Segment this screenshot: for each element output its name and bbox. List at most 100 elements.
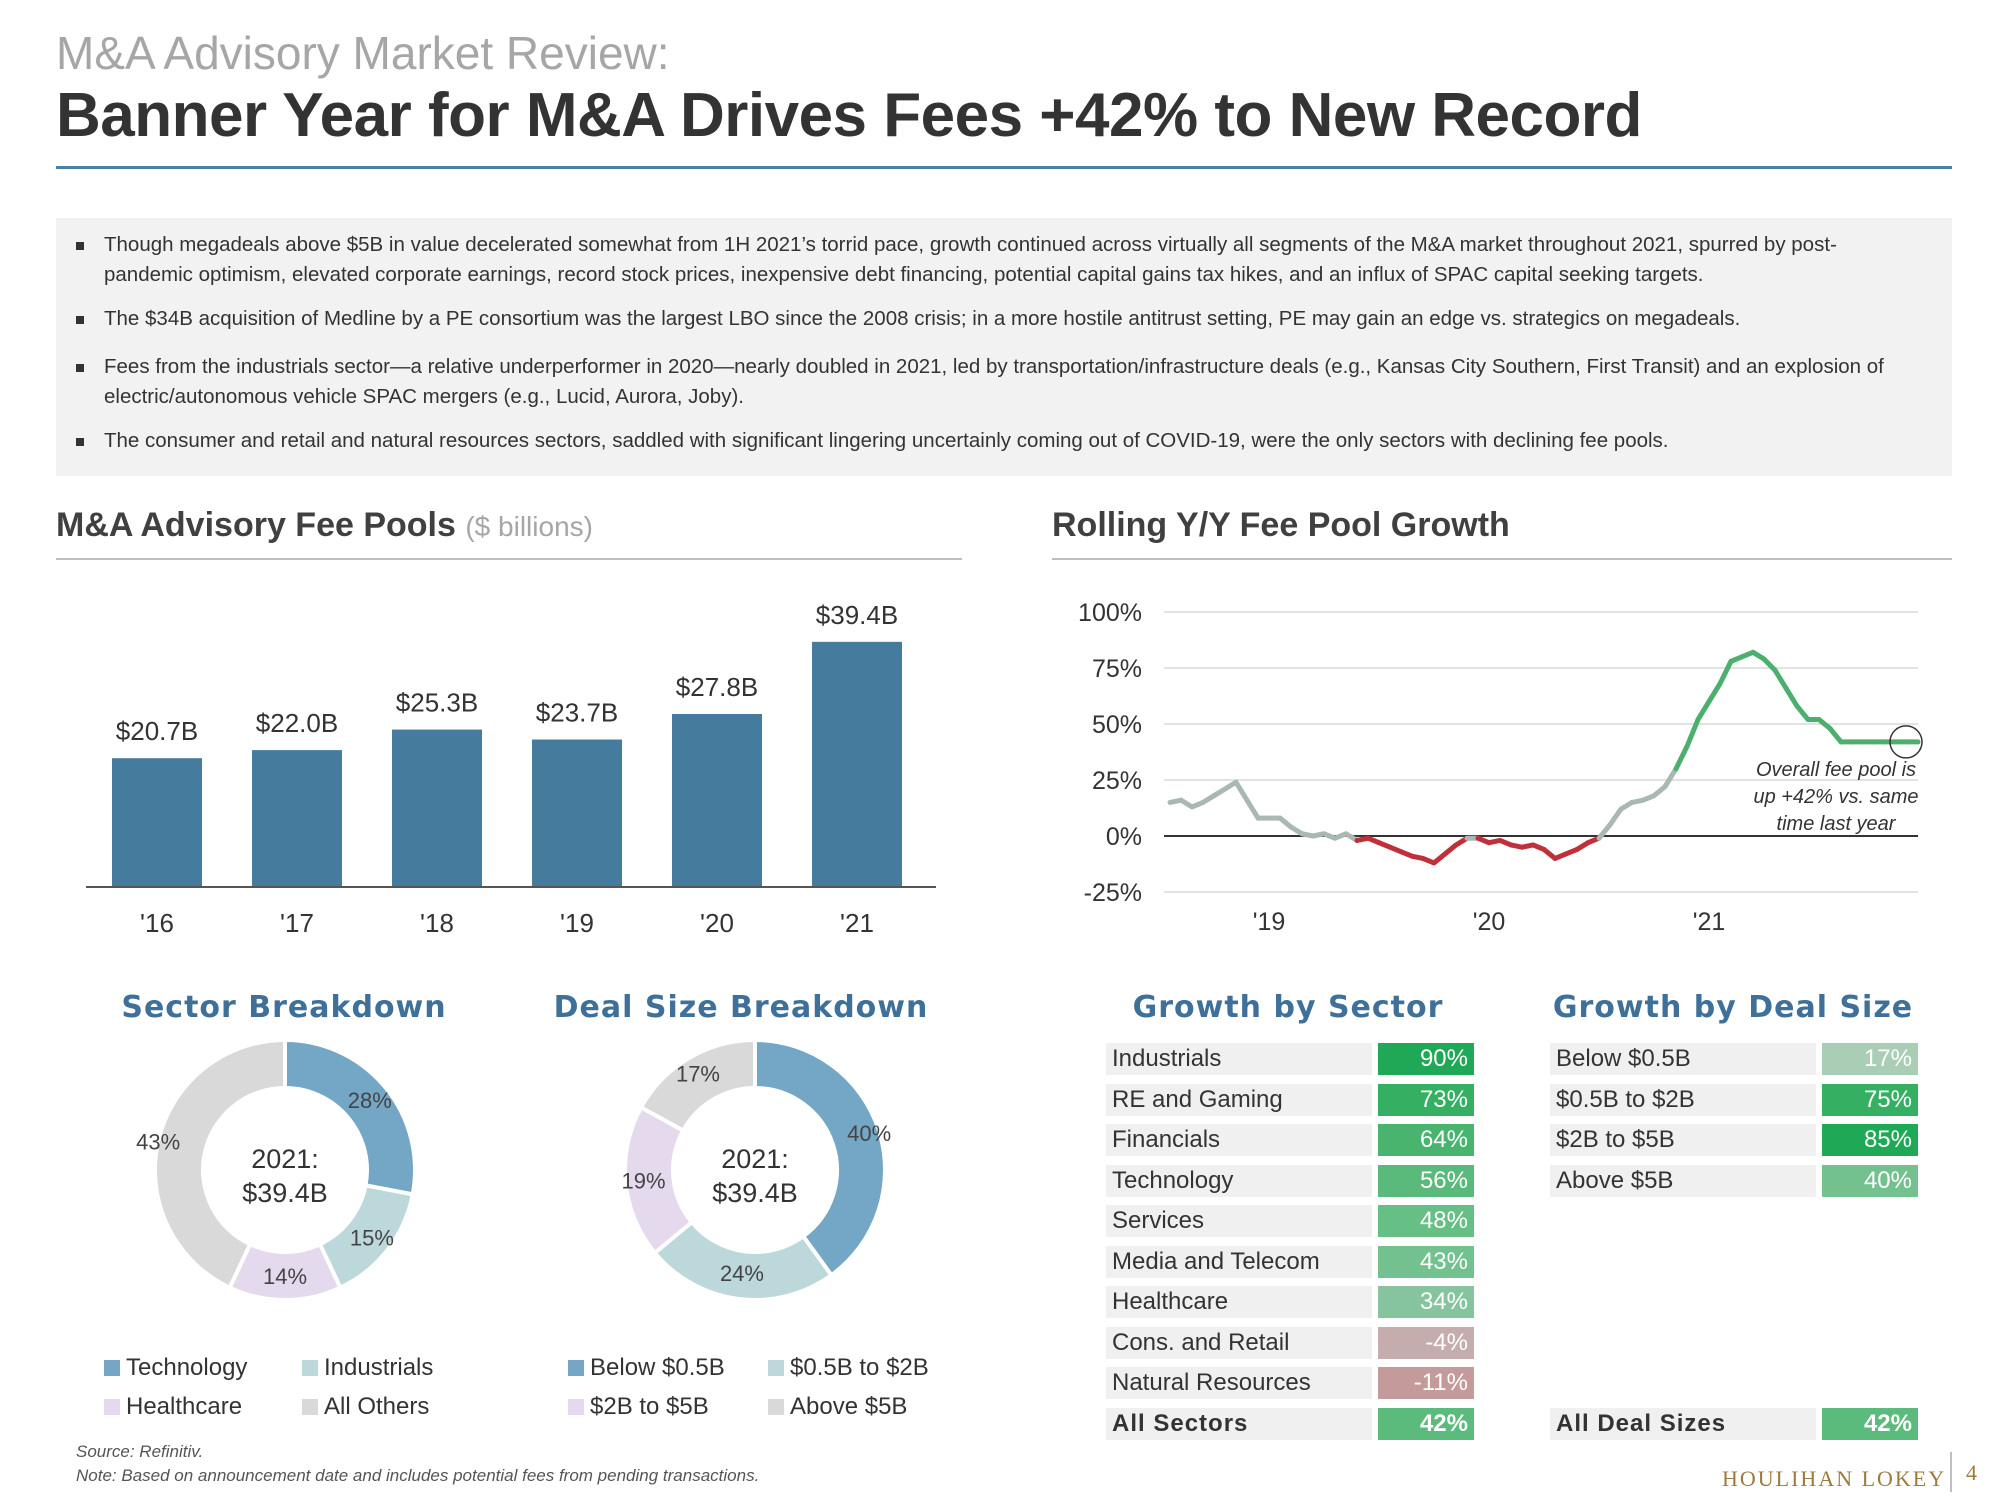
series-segment	[1233, 779, 1250, 803]
bullet-square-icon	[76, 438, 84, 446]
row-label: Industrials	[1106, 1043, 1372, 1075]
source-note: Source: Refinitiv. Note: Based on announ…	[76, 1440, 759, 1488]
bar	[252, 750, 342, 887]
y-tick-label: 50%	[1092, 711, 1142, 739]
donut-center-label: 2021:	[251, 1144, 319, 1174]
table-row: Industrials 90%	[1106, 1043, 1474, 1075]
commentary-box: Though megadeals above $5B in value dece…	[56, 218, 1952, 476]
row-value: -4%	[1378, 1326, 1474, 1359]
y-tick-label: 75%	[1092, 655, 1142, 683]
table-row: Financials 64%	[1106, 1124, 1474, 1156]
growth-by-deal-size-table: Below $0.5B 17% $0.5B to $2B 75% $2B to $5B 8…	[1550, 1043, 1918, 1443]
series-segment	[1772, 667, 1789, 691]
bullet-text: The $34B acquisition of Medline by a PE …	[104, 307, 1741, 330]
legend-swatch	[302, 1360, 318, 1376]
legend-item-industrials: Industrials	[302, 1353, 433, 1383]
row-value: 85%	[1822, 1124, 1918, 1156]
bullet-square-icon	[76, 316, 84, 324]
legend-swatch	[568, 1360, 584, 1376]
sector-donut-chart: 28% 15% 14% 43% 2021: $39.4B	[136, 1037, 417, 1302]
series-segment	[1695, 699, 1712, 723]
legend-label: $2B to $5B	[590, 1393, 709, 1420]
fee-pools-bar-chart: $20.7B '16 $22.0B '17 $25.3B '18 $23.7B '19 $27.…	[86, 600, 936, 938]
row-value: 48%	[1378, 1205, 1474, 1237]
row-value: 64%	[1378, 1124, 1474, 1156]
row-value: 73%	[1378, 1083, 1474, 1116]
row-label: Services	[1106, 1205, 1372, 1237]
y-tick-label: 25%	[1092, 767, 1142, 795]
growth-heading: Rolling Y/Y Fee Pool Growth	[1052, 506, 1510, 544]
legend-label: Technology	[126, 1354, 248, 1381]
deal-size-donut-chart: 40% 24% 19% 17% 2021: $39.4B	[621, 1037, 891, 1302]
legend-label: Above $5B	[790, 1393, 908, 1420]
row-label: Technology	[1106, 1164, 1372, 1197]
series-segment	[1794, 703, 1811, 723]
bullet-item: The $34B acquisition of Medline by a PE …	[76, 304, 1916, 334]
deal-size-breakdown-title: Deal Size Breakdown	[553, 990, 929, 1025]
end-point-marker	[1889, 725, 1923, 759]
legend-label: Healthcare	[126, 1393, 243, 1420]
page-number: 4	[1966, 1460, 1977, 1485]
bullet-square-icon	[76, 242, 84, 250]
growth-by-sector-title: Growth by Sector	[1132, 990, 1444, 1025]
donut-value-label: 17%	[676, 1062, 720, 1087]
bullet-text: The consumer and retail and natural reso…	[104, 429, 1669, 452]
legend-item-technology: Technology	[104, 1353, 247, 1383]
bar-category-label: '19	[560, 908, 594, 938]
y-tick-label: 100%	[1078, 599, 1142, 627]
growth-line-chart: 100% 75% 50% 25% 0% -25% '19 '20 '21 Overall fe…	[1078, 599, 1923, 936]
table-row: Media and Telecom 43%	[1106, 1245, 1474, 1278]
fee-pools-unit: ($ billions)	[465, 511, 593, 542]
x-tick-label: '20	[1473, 908, 1506, 936]
legend-label: Below $0.5B	[590, 1354, 725, 1381]
row-label: Above $5B	[1550, 1164, 1816, 1197]
legend-swatch	[104, 1360, 120, 1376]
donut-value-label: 24%	[720, 1261, 764, 1286]
bar-category-label: '20	[700, 908, 734, 938]
legend-label: $0.5B to $2B	[790, 1354, 929, 1381]
row-value: 75%	[1822, 1083, 1918, 1116]
bar-category-label: '16	[140, 908, 174, 938]
row-label: All Deal Sizes	[1550, 1407, 1816, 1440]
row-value: 42%	[1822, 1407, 1918, 1440]
legend-item-below-0-5b: Below $0.5B	[568, 1353, 725, 1383]
page-title: Banner Year for M&A Drives Fees +42% to …	[56, 81, 1642, 150]
row-value: 42%	[1378, 1407, 1474, 1440]
row-label: Media and Telecom	[1106, 1245, 1372, 1278]
bar-value-label: $39.4B	[816, 600, 898, 630]
table-row: $0.5B to $2B 75%	[1550, 1083, 1918, 1116]
series-segment	[1607, 806, 1624, 828]
bar	[112, 758, 202, 887]
fee-pools-heading: M&A Advisory Fee Pools ($ billions)	[56, 506, 593, 545]
donut-slice	[153, 1037, 287, 1291]
x-tick-label: '21	[1693, 908, 1726, 936]
legend-item-0-5b-to-2b: $0.5B to $2B	[768, 1353, 929, 1383]
series-segment	[1706, 681, 1723, 705]
legend-swatch	[104, 1399, 120, 1415]
legend-item-healthcare: Healthcare	[104, 1392, 242, 1422]
bullet-item: Though megadeals above $5B in value dece…	[76, 230, 1916, 290]
donut-slice	[283, 1037, 417, 1197]
legend-item-2b-to-5b: $2B to $5B	[568, 1392, 709, 1422]
row-label: RE and Gaming	[1106, 1083, 1372, 1116]
bar-category-label: '21	[840, 908, 874, 938]
legend-label: Industrials	[324, 1354, 434, 1381]
growth-by-deal-size-title: Growth by Deal Size	[1552, 990, 1914, 1025]
series-segment	[1596, 822, 1613, 841]
series-segment	[1761, 656, 1778, 673]
annotation-line: time last year	[1777, 813, 1897, 835]
note-line: Note: Based on announcement date and inc…	[76, 1466, 760, 1485]
bullet-square-icon	[76, 364, 84, 372]
row-label: Below $0.5B	[1550, 1043, 1816, 1075]
table-row: Cons. and Retail -4%	[1106, 1326, 1474, 1359]
bar-value-label: $27.8B	[676, 672, 758, 702]
table-row: Below $0.5B 17%	[1550, 1043, 1918, 1075]
legend-label: All Others	[324, 1393, 430, 1420]
fee-pools-title: M&A Advisory Fee Pools	[56, 506, 456, 544]
y-tick-label: 0%	[1106, 823, 1142, 851]
page-number-divider	[1950, 1452, 1952, 1492]
series-segment	[1717, 658, 1734, 687]
donut-slice	[638, 1037, 757, 1134]
row-label: Cons. and Retail	[1106, 1326, 1372, 1359]
series-segment	[1662, 766, 1679, 790]
